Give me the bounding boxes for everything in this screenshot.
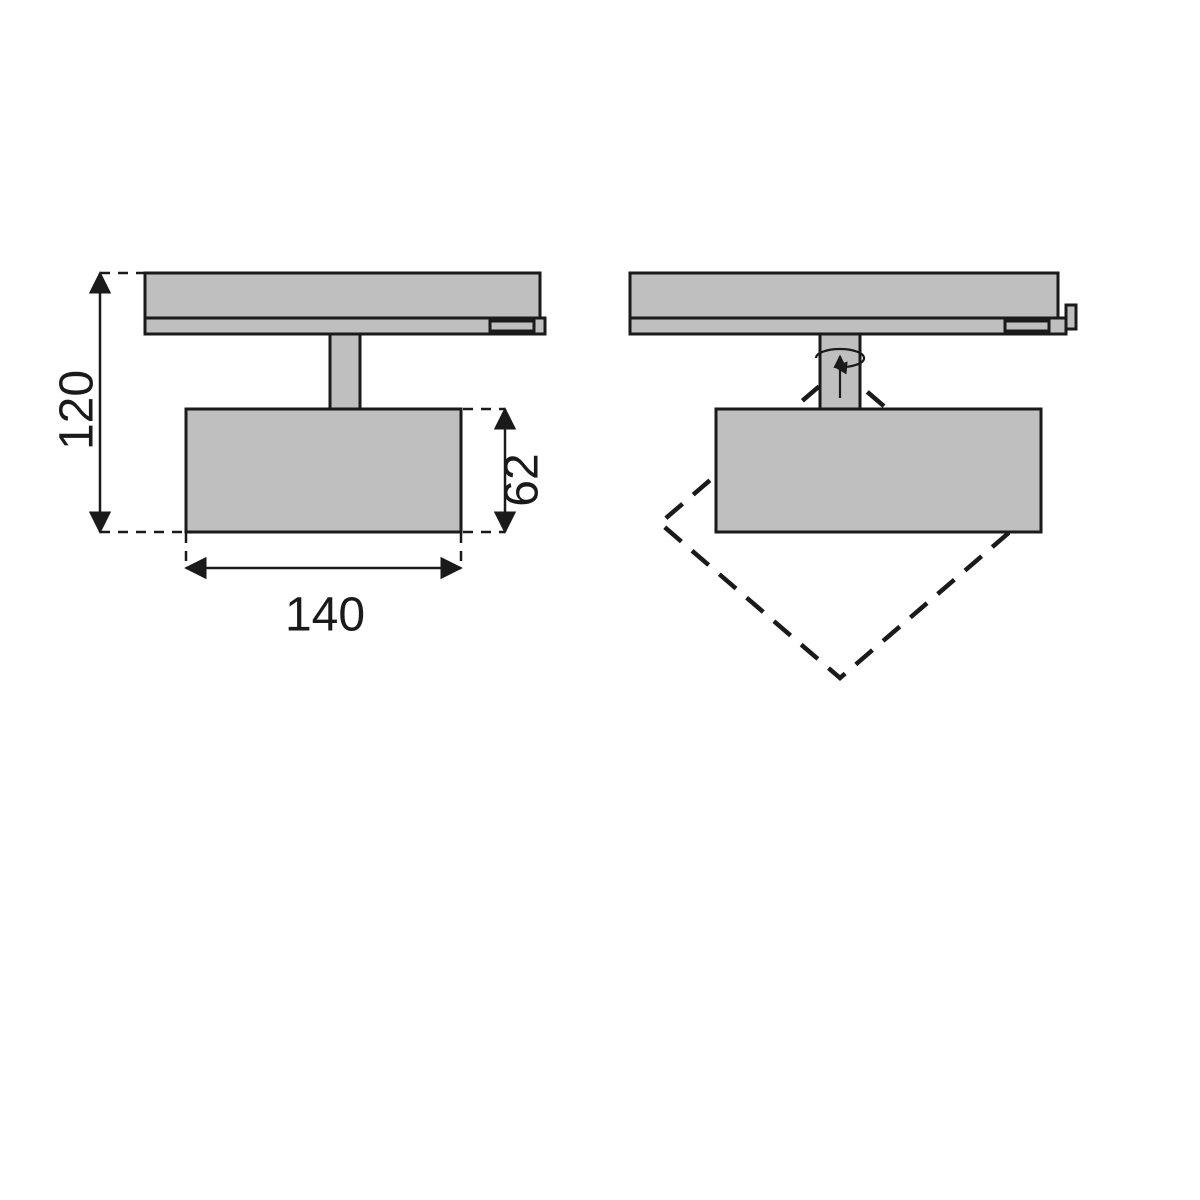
dim-width-body: 140 [285,589,365,642]
dim-height-total: 120 [51,370,104,450]
dim-height-body: 62 [496,453,549,506]
technical-drawing: 120 62 140 [0,0,1200,1200]
